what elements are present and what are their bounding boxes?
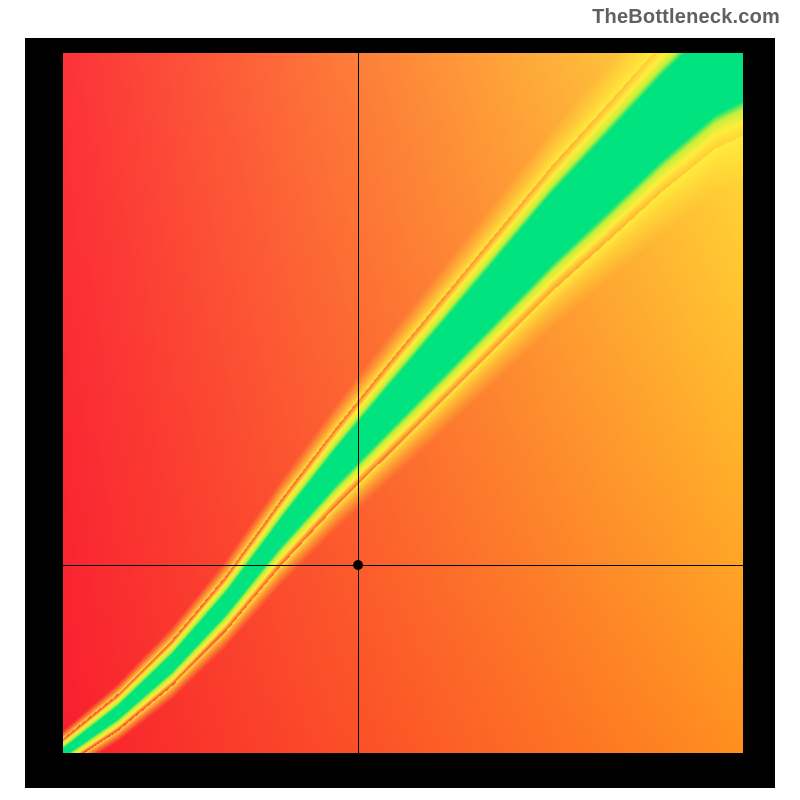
plot-area <box>63 53 743 753</box>
heatmap-canvas <box>63 53 743 753</box>
plot-outer-frame <box>25 38 775 788</box>
crosshair-horizontal <box>63 565 743 566</box>
chart-container: TheBottleneck.com <box>0 0 800 800</box>
attribution-text: TheBottleneck.com <box>592 6 780 29</box>
crosshair-vertical <box>358 53 359 753</box>
crosshair-marker <box>353 560 363 570</box>
